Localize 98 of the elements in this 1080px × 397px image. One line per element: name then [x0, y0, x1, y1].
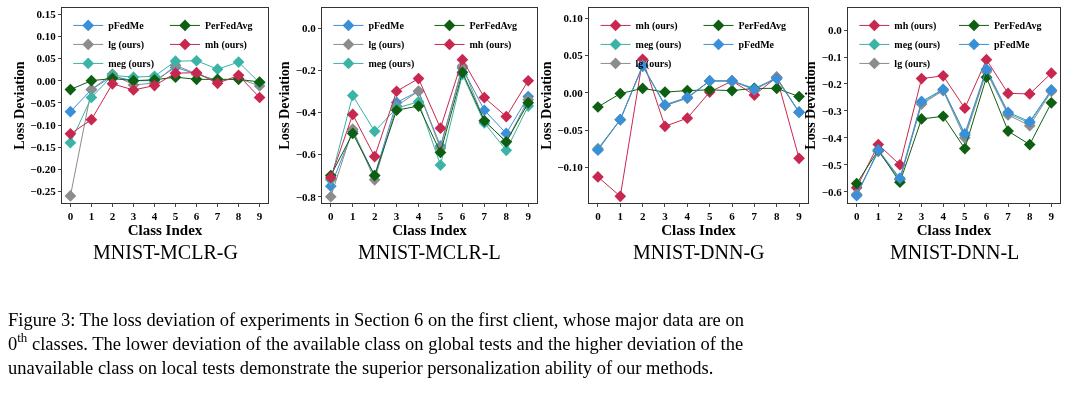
y-tick-label: −0.3 [821, 104, 843, 117]
x-axis-title: Class Index [392, 222, 468, 239]
x-tick-label: 4 [151, 210, 158, 223]
x-tick-label: 7 [214, 210, 221, 223]
text: MNIST-DNN-G [633, 241, 765, 263]
x-tick-label: 9 [525, 210, 532, 223]
y-tick-label: −0.8 [295, 190, 317, 203]
legend-label: PerFedAvg [205, 20, 253, 32]
x-tick-label: 5 [437, 210, 444, 223]
legend-label: mh (ours) [635, 20, 678, 33]
x-tick-label: 3 [130, 210, 137, 223]
legend-label: pFedMe [994, 39, 1031, 51]
text: MNIST-DNN-L [890, 241, 1020, 263]
x-tick-label: 1 [349, 210, 356, 223]
x-tick-label: 4 [940, 210, 947, 223]
y-tick-label: 0.05 [563, 49, 584, 62]
y-tick-label: −0.10 [557, 161, 584, 174]
legend-label: mh (ours) [205, 39, 247, 52]
x-tick-label: 8 [235, 210, 242, 223]
x-tick-label: 6 [729, 210, 736, 223]
x-tick-label: 0 [595, 210, 602, 223]
y-tick-label: −0.5 [821, 158, 843, 171]
x-tick-label: 3 [393, 210, 400, 223]
y-axis-title: Loss Deviation [538, 61, 554, 150]
x-tick-label: 0 [67, 210, 74, 223]
x-tick-label: 5 [962, 210, 969, 223]
y-tick-label: −0.20 [30, 163, 57, 176]
y-tick-label: −0.15 [30, 141, 57, 154]
legend-label: PerFedAvg [738, 20, 787, 32]
x-tick-label: 5 [706, 210, 713, 223]
legend-label: meg (ours) [635, 39, 682, 52]
x-tick-label: 8 [1026, 210, 1033, 223]
legend-label: PerFedAvg [469, 20, 518, 32]
legend-label: mh (ours) [894, 20, 937, 33]
legend-label: meg (ours) [368, 58, 415, 71]
y-tick-label: −0.6 [295, 148, 317, 161]
x-tick-label: 3 [918, 210, 925, 223]
x-tick-label: 3 [662, 210, 669, 223]
legend-label: lg (ours) [368, 39, 405, 52]
legend-label: meg (ours) [108, 58, 155, 71]
x-tick-label: 9 [796, 210, 803, 223]
y-tick-label: 0.00 [36, 74, 57, 87]
y-axis-title: Loss Deviation [803, 61, 819, 150]
y-tick-label: 0.15 [36, 8, 57, 21]
y-tick-label: 0.05 [36, 52, 57, 65]
y-tick-label: 0.00 [563, 86, 584, 99]
x-tick-label: 2 [371, 210, 378, 223]
text: MNIST-MCLR-L [358, 241, 501, 263]
legend-label: pFedMe [108, 20, 145, 32]
y-tick-label: 0.10 [36, 30, 57, 43]
x-tick-label: 6 [193, 210, 200, 223]
legend-label: pFedMe [368, 20, 405, 32]
x-tick-label: 7 [1005, 210, 1012, 223]
legend-label: mh (ours) [469, 39, 512, 52]
y-tick-label: −0.1 [821, 50, 842, 63]
x-tick-label: 4 [684, 210, 691, 223]
y-tick-label: −0.05 [30, 96, 57, 109]
x-tick-label: 6 [983, 210, 990, 223]
x-tick-label: 7 [481, 210, 488, 223]
x-tick-label: 6 [459, 210, 466, 223]
y-tick-label: 0.0 [302, 21, 317, 34]
y-axis-title: Loss Deviation [11, 61, 27, 150]
y-tick-label: −0.6 [821, 185, 843, 198]
x-tick-label: 7 [751, 210, 758, 223]
x-axis-title: Class Index [661, 222, 737, 239]
y-tick-label: 0.0 [828, 23, 843, 36]
legend-label: pFedMe [738, 39, 775, 51]
y-tick-label: 0.10 [563, 12, 584, 25]
x-tick-label: 8 [503, 210, 510, 223]
x-tick-label: 1 [88, 210, 95, 223]
x-tick-label: 1 [617, 210, 624, 223]
x-tick-label: 1 [875, 210, 882, 223]
x-tick-label: 5 [172, 210, 179, 223]
x-tick-label: 0 [328, 210, 335, 223]
y-tick-label: −0.4 [295, 106, 317, 119]
legend-label: meg (ours) [894, 39, 941, 52]
x-tick-label: 0 [853, 210, 860, 223]
legend-label: PerFedAvg [994, 20, 1042, 32]
x-axis-title: Class Index [127, 222, 203, 239]
x-tick-label: 2 [897, 210, 904, 223]
y-tick-label: −0.25 [30, 185, 57, 198]
x-tick-label: 4 [415, 210, 422, 223]
y-tick-label: −0.2 [821, 77, 843, 90]
y-tick-label: −0.2 [295, 64, 317, 77]
y-axis-title: Loss Deviation [277, 61, 293, 150]
x-tick-label: 9 [256, 210, 263, 223]
x-tick-label: 8 [773, 210, 780, 223]
legend-label: lg (ours) [108, 39, 145, 52]
caption: Figure 3: The loss deviation of experiments in Section 6 on the first client, whose major data are on 0$^{th}$ classes. The lower deviation of the available class on global tests and the higher deviation of the unavailable class on local tests demonstrate the superior personalization ability of our methods. [8, 310, 744, 379]
x-tick-label: 2 [639, 210, 646, 223]
x-tick-label: 9 [1048, 210, 1055, 223]
y-tick-label: −0.4 [821, 131, 843, 144]
text: MNIST-MCLR-G [93, 241, 238, 263]
x-axis-title: Class Index [916, 222, 992, 239]
legend-label: lg (ours) [894, 58, 931, 71]
y-tick-label: −0.05 [557, 123, 584, 136]
y-tick-label: −0.10 [30, 118, 57, 131]
x-tick-label: 2 [109, 210, 116, 223]
